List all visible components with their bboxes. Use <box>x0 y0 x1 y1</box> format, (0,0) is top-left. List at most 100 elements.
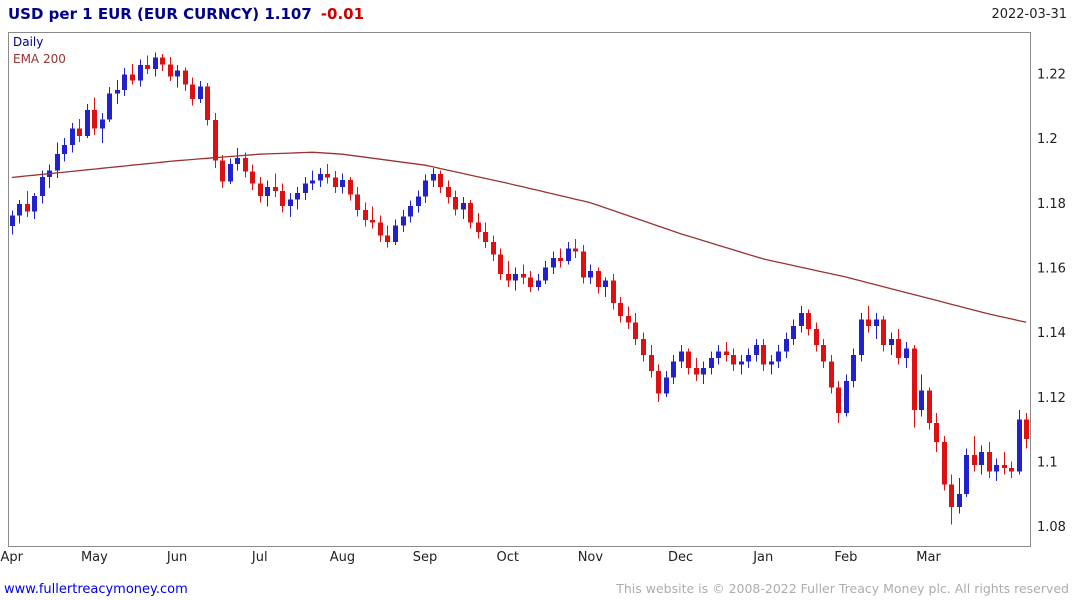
x-axis-label: Jul <box>251 550 268 565</box>
y-axis-label: 1.22 <box>1037 68 1066 83</box>
candle-down <box>273 186 278 192</box>
candle-down <box>573 248 578 252</box>
candle-down <box>1024 419 1029 439</box>
candle-up <box>543 267 548 281</box>
candle-down <box>694 367 699 375</box>
candle-up <box>799 312 804 326</box>
candle-up <box>416 196 421 207</box>
candle-down <box>183 70 188 85</box>
candle-up <box>551 257 556 268</box>
candle-down <box>363 210 368 221</box>
legend-ema: EMA 200 <box>13 52 66 66</box>
candle-down <box>806 312 811 330</box>
candle-down <box>213 119 218 161</box>
candle-down <box>130 74 135 81</box>
x-axis-label: Apr <box>1 550 24 565</box>
candle-down <box>528 277 533 288</box>
candle-down <box>814 329 819 346</box>
candle-down <box>881 319 886 346</box>
candle-up <box>709 358 714 368</box>
candle-down <box>453 196 458 210</box>
candle-up <box>70 128 75 145</box>
candle-up <box>408 206 413 217</box>
ema-200-line <box>11 151 1027 323</box>
y-axis-label: 1.2 <box>1037 132 1058 147</box>
x-axis-label: Feb <box>834 550 857 565</box>
y-axis-label: 1.08 <box>1037 520 1066 535</box>
candle-down <box>280 191 285 207</box>
candle-down <box>896 338 901 359</box>
candle-down <box>581 251 586 278</box>
candle-down <box>220 160 225 182</box>
candle-up <box>964 455 969 494</box>
candle-up <box>739 361 744 365</box>
candle-down <box>641 338 646 355</box>
candle-down <box>483 232 488 242</box>
candle-up <box>431 174 436 181</box>
candle-up <box>318 173 323 181</box>
candle-up <box>32 196 37 212</box>
candle-down <box>558 257 563 262</box>
y-axis-label: 1.16 <box>1037 261 1066 276</box>
candle-down <box>385 235 390 242</box>
page-footer: www.fullertreacymoney.com This website i… <box>0 577 1075 597</box>
x-axis-label: May <box>81 550 108 565</box>
candle-up <box>138 64 143 81</box>
chart-date: 2022-03-31 <box>991 7 1067 22</box>
candle-down <box>1009 468 1014 472</box>
candle-up <box>664 377 669 394</box>
candle-up <box>874 319 879 326</box>
candle-down <box>145 64 150 69</box>
candle-down <box>649 354 654 372</box>
candle-down <box>686 351 691 368</box>
candle-down <box>378 222 383 236</box>
candle-down <box>724 351 729 355</box>
candle-up <box>288 199 293 207</box>
candle-down <box>731 354 736 365</box>
candle-down <box>934 422 939 443</box>
candle-down <box>25 203 30 212</box>
y-axis-label: 1.14 <box>1037 326 1066 341</box>
candle-down <box>348 180 353 195</box>
candle-down <box>498 254 503 275</box>
candlestick-chart: 1.22 1.2 1.18 1.16 1.14 1.12 1.1 1.08 Apr May Jun J… <box>1 32 1066 565</box>
candle-down <box>866 319 871 326</box>
candle-down <box>626 316 631 323</box>
candle-up <box>115 89 120 94</box>
x-axis-label: Nov <box>578 550 604 565</box>
candle-down <box>618 303 623 317</box>
legend-daily: Daily <box>13 35 44 49</box>
page-title: USD per 1 EUR (EUR CURNCY) 1.107 <box>8 5 312 23</box>
candle-up <box>175 70 180 77</box>
candle-up <box>671 361 676 378</box>
candle-up <box>566 248 571 262</box>
candle-up <box>310 180 315 184</box>
candle-up <box>784 338 789 352</box>
candle-up <box>588 270 593 278</box>
candle-up <box>265 186 270 197</box>
candle-down <box>370 220 375 223</box>
candle-down <box>438 174 443 187</box>
candle-up <box>235 158 240 165</box>
x-axis-label: Sep <box>413 550 438 565</box>
site-link[interactable]: www.fullertreacymoney.com <box>4 582 188 597</box>
candle-down <box>491 241 496 255</box>
candle-up <box>55 154 60 171</box>
candle-up <box>957 493 962 507</box>
candle-down <box>949 484 954 507</box>
y-axis-label: 1.1 <box>1037 455 1058 470</box>
candle-up <box>746 354 751 362</box>
candle-up <box>979 451 984 465</box>
candle-down <box>325 173 330 178</box>
candle-up <box>701 367 706 375</box>
candle-down <box>656 371 661 394</box>
candle-up <box>776 351 781 362</box>
candle-up <box>401 216 406 226</box>
candle-down <box>521 274 526 278</box>
candle-up <box>994 464 999 472</box>
x-axis-label: Oct <box>496 550 518 565</box>
candle-down <box>942 442 947 485</box>
price-change: -0.01 <box>320 5 365 23</box>
candle-down <box>1002 464 1007 469</box>
candle-down <box>190 84 195 100</box>
